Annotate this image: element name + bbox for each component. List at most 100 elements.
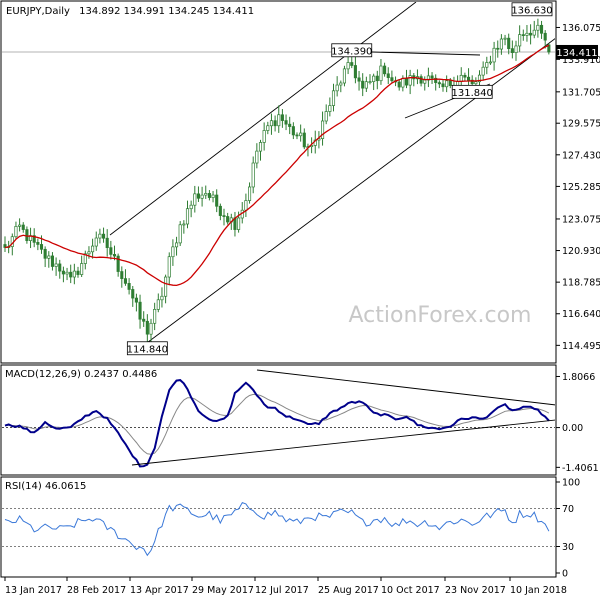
x-tick-label: 28 Feb 2017 (67, 585, 126, 596)
candle-body (390, 77, 394, 82)
candle-body (474, 81, 478, 85)
watermark-text: ActionForex.com (349, 303, 532, 328)
rsi-panel-frame (0, 476, 557, 578)
candle-body (87, 251, 91, 255)
annotation-label: 134.390 (331, 46, 372, 57)
candle-body (383, 65, 387, 75)
candle-body (481, 66, 485, 76)
x-tick-label: 23 Nov 2017 (445, 585, 506, 596)
moving-average-line (4, 44, 550, 287)
candle-body (448, 80, 452, 86)
rsi-y-tick-label: 30 (562, 542, 574, 553)
rsi-y-tick-label: 70 (562, 504, 574, 515)
candle-body (459, 74, 463, 82)
candle-body (112, 254, 117, 257)
y-tick-label: 114.495 (562, 341, 600, 352)
candle-body (299, 132, 303, 137)
y-tick-label: 120.930 (562, 246, 600, 257)
candle-body (25, 229, 29, 241)
candle-body (167, 256, 171, 278)
candle-body (196, 193, 201, 199)
candle-body (171, 246, 175, 258)
candle-body (445, 80, 449, 88)
candle-body (262, 130, 266, 143)
x-tick-label: 10 Jan 2018 (510, 585, 567, 596)
candle-body (284, 120, 288, 125)
candle-body (116, 255, 120, 272)
candle-body (496, 47, 500, 50)
x-tick-label: 29 May 2017 (192, 585, 254, 596)
x-tick-label: 13 Jan 2017 (5, 585, 62, 596)
candle-body (328, 105, 332, 112)
candle-body (525, 32, 529, 36)
main-panel-frame (0, 0, 557, 364)
candle-body (251, 162, 255, 188)
candle-body (510, 48, 514, 53)
main-y-axis: 136.075 133.910 131.705 129.575 127.430 125.2… (556, 23, 600, 352)
candle-body (244, 200, 248, 211)
last-price-label: 134.411 (556, 48, 597, 59)
macd-y-tick-label: -1.4061 (562, 463, 599, 474)
candle-body (361, 80, 365, 89)
candle-body (83, 253, 87, 264)
annotation-box (331, 43, 373, 58)
candle-body (386, 73, 390, 78)
candle-body (269, 120, 274, 127)
candle-body (291, 126, 295, 136)
y-tick-label: 127.430 (562, 150, 600, 161)
candle-body (193, 193, 197, 206)
candle-body (485, 62, 489, 68)
candle-body (397, 81, 401, 88)
candle-body (331, 90, 336, 106)
candle-body (105, 237, 109, 248)
chart-header: EURJPY,Daily 134.892 134.991 134.245 134… (6, 6, 254, 17)
chart-symbol: EURJPY,Daily (6, 6, 70, 17)
candle-body (419, 76, 423, 84)
candle-body (543, 32, 547, 41)
candle-body (76, 270, 80, 275)
candle-body (98, 233, 102, 239)
candle-body (295, 134, 299, 137)
rsi-series-line (4, 501, 550, 557)
macd-lower-trendline (131, 419, 555, 466)
candle-body (507, 37, 511, 49)
candle-body (266, 125, 270, 131)
candle-body (404, 77, 409, 86)
rsi-y-axis: 100 70 30 0 (556, 478, 580, 580)
candle-body (280, 114, 284, 121)
macd-y-axis: 1.8066 0.00 -1.4061 (556, 372, 599, 474)
candle-body (18, 224, 22, 227)
macd-panel-frame (0, 364, 557, 476)
candle-body (145, 320, 149, 335)
candle-body (536, 24, 540, 31)
candle-body (488, 61, 493, 64)
candle-body (218, 205, 222, 216)
candle-body (258, 142, 263, 152)
y-tick-label: 136.075 (562, 23, 600, 34)
candle-body (109, 247, 113, 255)
candle-body (142, 318, 146, 322)
candle-body (61, 270, 65, 275)
candle-body (160, 295, 164, 301)
annotation-box (511, 2, 553, 17)
candle-body (467, 76, 471, 81)
candle-body (470, 79, 474, 85)
annotation-box (126, 341, 168, 356)
candle-body (43, 248, 47, 259)
annotation-label: 131.840 (452, 88, 493, 99)
macd-y-tick-label: 1.8066 (562, 372, 595, 383)
y-tick-label: 116.640 (562, 309, 600, 320)
candle-body (207, 193, 211, 198)
candle-body (357, 77, 361, 82)
candle-body (120, 271, 124, 279)
x-tick-label: 13 Apr 2017 (130, 585, 189, 596)
candle-body (80, 263, 84, 275)
candle-body (127, 283, 131, 290)
candle-body (350, 62, 354, 66)
annotation-label: 136.630 (511, 5, 552, 16)
candle-body (379, 65, 383, 82)
candle-body (47, 255, 51, 259)
candle-body (492, 47, 496, 63)
candle-body (401, 77, 405, 88)
candle-body (375, 75, 379, 82)
